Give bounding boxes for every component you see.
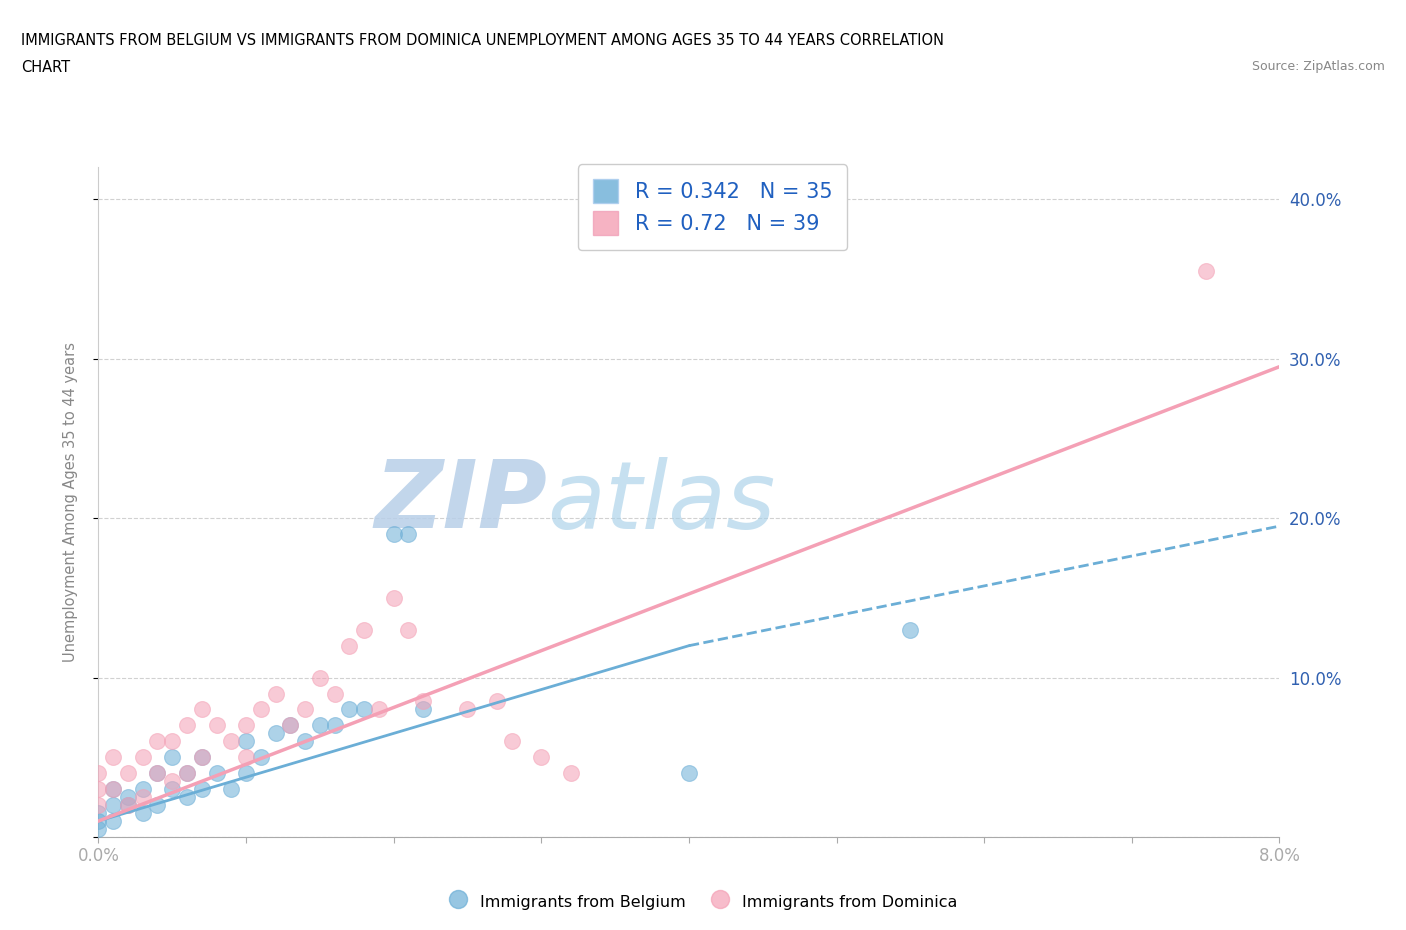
Y-axis label: Unemployment Among Ages 35 to 44 years: Unemployment Among Ages 35 to 44 years	[63, 342, 77, 662]
Point	[264, 726, 287, 741]
Point	[353, 702, 375, 717]
Point	[117, 790, 139, 804]
Point	[235, 765, 257, 780]
Point	[162, 750, 183, 764]
Point	[294, 702, 316, 717]
Legend: R = 0.342   N = 35, R = 0.72   N = 39: R = 0.342 N = 35, R = 0.72 N = 39	[578, 165, 846, 250]
Point	[382, 526, 405, 541]
Point	[132, 790, 155, 804]
Point	[205, 765, 228, 780]
Point	[396, 526, 419, 541]
Point	[103, 750, 125, 764]
Point	[87, 782, 110, 797]
Point	[235, 718, 257, 733]
Point	[678, 765, 700, 780]
Point	[337, 638, 360, 653]
Point	[382, 591, 405, 605]
Point	[323, 686, 346, 701]
Text: IMMIGRANTS FROM BELGIUM VS IMMIGRANTS FROM DOMINICA UNEMPLOYMENT AMONG AGES 35 T: IMMIGRANTS FROM BELGIUM VS IMMIGRANTS FR…	[21, 33, 943, 47]
Point	[412, 702, 434, 717]
Point	[250, 750, 273, 764]
Point	[176, 718, 198, 733]
Point	[132, 782, 155, 797]
Point	[264, 686, 287, 701]
Point	[87, 765, 110, 780]
Point	[132, 805, 155, 820]
Text: ZIP: ZIP	[374, 457, 547, 548]
Point	[353, 622, 375, 637]
Point	[337, 702, 360, 717]
Point	[308, 718, 332, 733]
Point	[412, 694, 434, 709]
Point	[146, 765, 169, 780]
Point	[278, 718, 302, 733]
Point	[162, 774, 183, 789]
Point	[191, 750, 214, 764]
Point	[176, 790, 198, 804]
Point	[162, 734, 183, 749]
Point	[250, 702, 273, 717]
Point	[162, 782, 183, 797]
Text: atlas: atlas	[547, 457, 776, 548]
Point	[219, 734, 242, 749]
Point	[278, 718, 302, 733]
Text: Source: ZipAtlas.com: Source: ZipAtlas.com	[1251, 60, 1385, 73]
Point	[191, 750, 214, 764]
Point	[294, 734, 316, 749]
Point	[323, 718, 346, 733]
Point	[103, 798, 125, 813]
Point	[219, 782, 242, 797]
Point	[456, 702, 478, 717]
Point	[87, 821, 110, 836]
Point	[485, 694, 508, 709]
Point	[501, 734, 523, 749]
Legend: Immigrants from Belgium, Immigrants from Dominica: Immigrants from Belgium, Immigrants from…	[441, 885, 965, 917]
Point	[87, 798, 110, 813]
Point	[146, 734, 169, 749]
Point	[117, 798, 139, 813]
Point	[1194, 263, 1216, 278]
Point	[117, 765, 139, 780]
Point	[900, 622, 922, 637]
Point	[191, 782, 214, 797]
Point	[530, 750, 553, 764]
Point	[176, 765, 198, 780]
Point	[146, 765, 169, 780]
Point	[396, 622, 419, 637]
Point	[205, 718, 228, 733]
Point	[191, 702, 214, 717]
Point	[308, 671, 332, 685]
Point	[87, 814, 110, 829]
Point	[367, 702, 389, 717]
Point	[117, 798, 139, 813]
Point	[235, 750, 257, 764]
Point	[235, 734, 257, 749]
Point	[176, 765, 198, 780]
Point	[146, 798, 169, 813]
Text: CHART: CHART	[21, 60, 70, 75]
Point	[103, 782, 125, 797]
Point	[132, 750, 155, 764]
Point	[560, 765, 582, 780]
Point	[103, 782, 125, 797]
Point	[87, 805, 110, 820]
Point	[103, 814, 125, 829]
